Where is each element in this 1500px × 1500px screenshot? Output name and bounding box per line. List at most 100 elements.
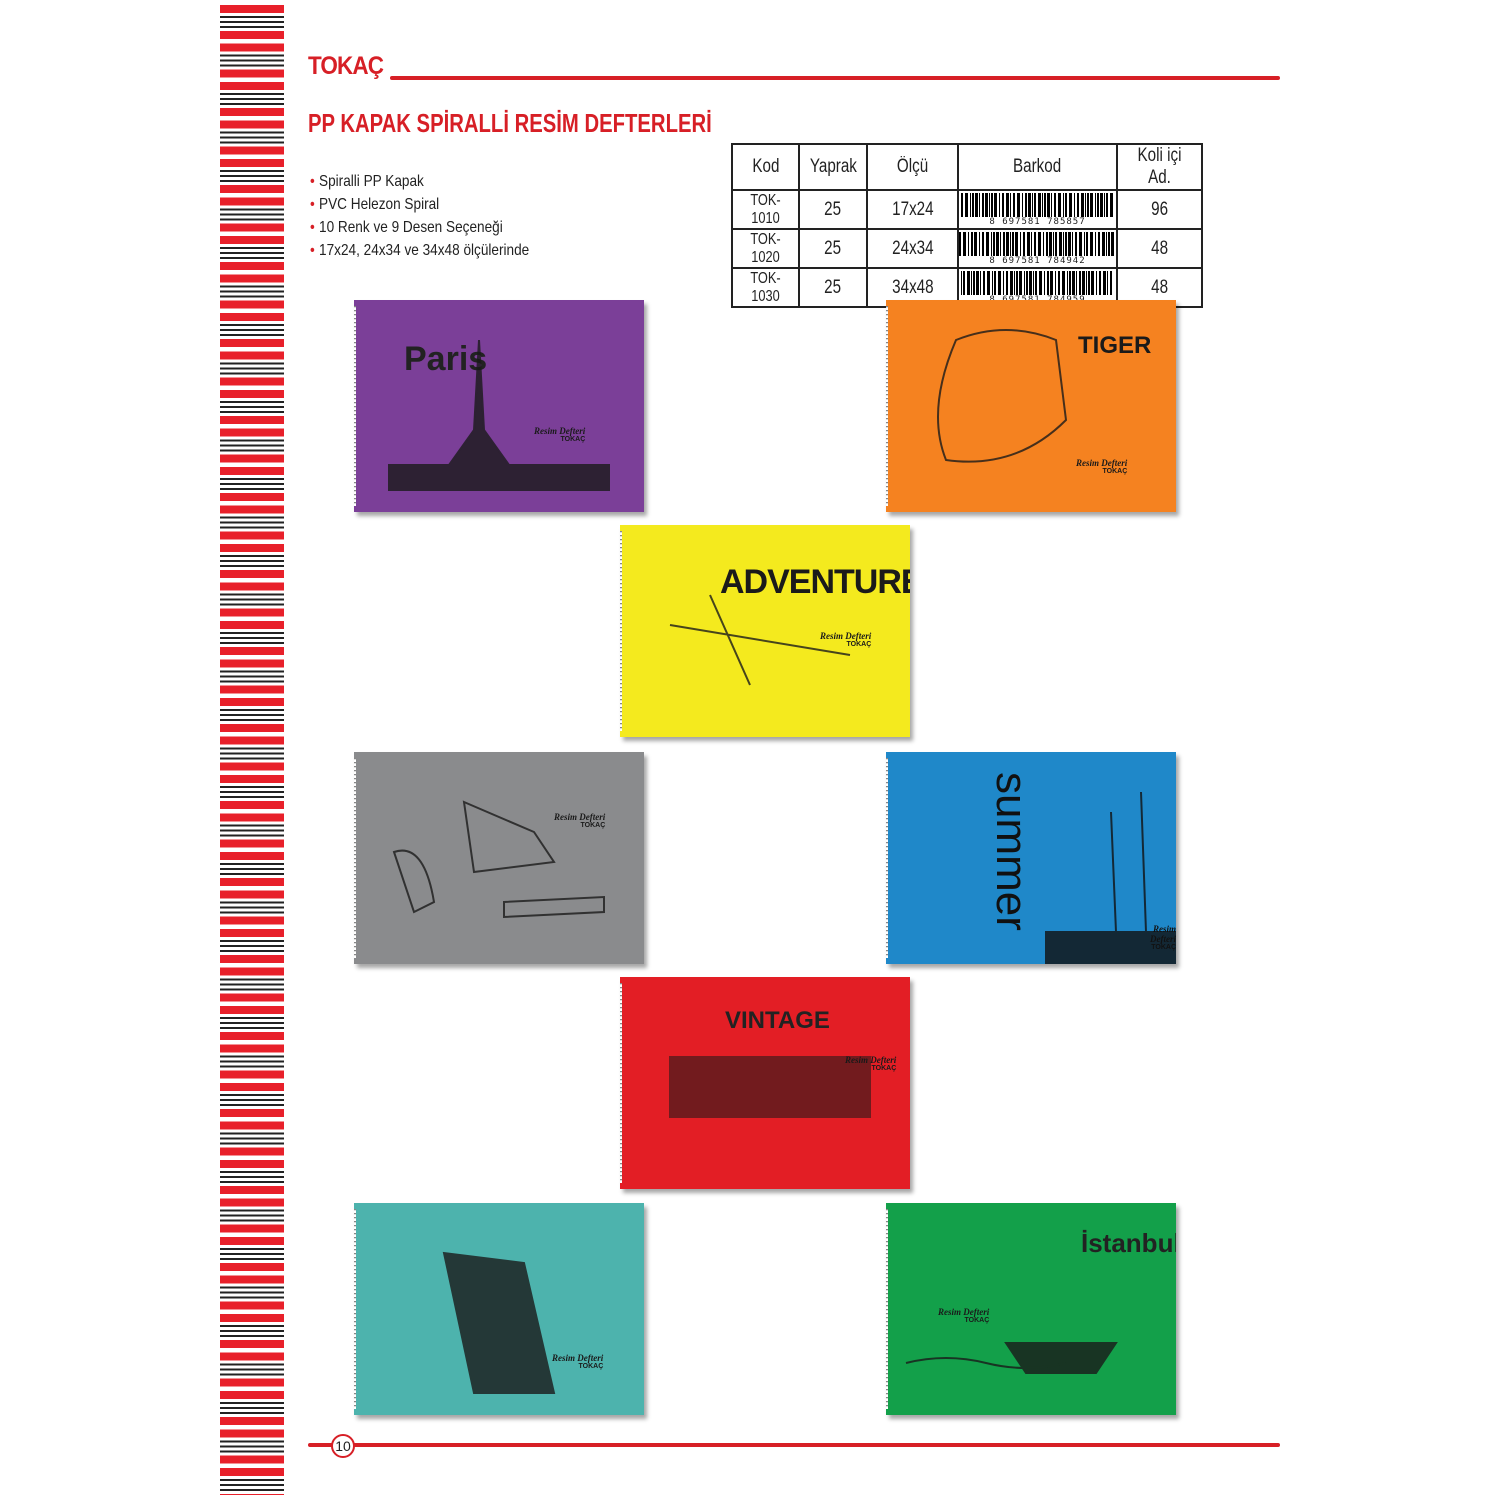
- barcode-bar: [1005, 192, 1009, 217]
- barcode: 8 697581 785857: [959, 192, 1116, 227]
- barcode-bar: [981, 192, 984, 217]
- barcode-bar: [1055, 270, 1056, 295]
- barcode-bar: [1014, 270, 1015, 295]
- barcode-bar: [987, 270, 990, 295]
- barcode-bar: [1046, 231, 1048, 256]
- table-row: TOK-1010 25 17x24 8 697581 785857 96: [731, 189, 1203, 230]
- barcode-bar: [1086, 231, 1088, 256]
- barcode-bar: [993, 231, 995, 256]
- spiral-binding: [886, 758, 888, 958]
- barcode: 8 697581 784959: [959, 270, 1116, 305]
- barcode-bar: [1110, 270, 1112, 295]
- barcode-bar: [1082, 270, 1085, 295]
- feature-item: 10 Renk ve 9 Desen Seçeneği: [310, 216, 529, 239]
- barcode-bar: [1068, 231, 1071, 256]
- barcode-bar: [993, 192, 997, 217]
- barcode-bar: [979, 231, 980, 256]
- barcode-bar: [982, 231, 984, 256]
- barcode-bar: [971, 231, 973, 256]
- barcode-bar: [1086, 270, 1087, 295]
- barcode-bar: [990, 192, 993, 217]
- cover-brand: TOKAÇ: [578, 1363, 604, 1370]
- barcode-bar: [1072, 270, 1075, 295]
- barcode-bar: [1001, 192, 1004, 217]
- header-barkod: Barkod: [957, 143, 1118, 191]
- barcode-bar: [1103, 192, 1105, 217]
- barcode-bar: [1029, 270, 1032, 295]
- table-row: TOK-1020 25 24x34 8 697581 784942 48: [731, 228, 1203, 269]
- notebook-istanbul: İstanbul Resim Defteri TOKAÇ: [886, 1203, 1176, 1415]
- barcode-bar: [1044, 270, 1045, 295]
- barcode-bar: [968, 231, 969, 256]
- barcode-bar: [1003, 231, 1005, 256]
- barcode-bar: [1024, 192, 1027, 217]
- barcode-bar: [963, 231, 966, 256]
- barcode-bar: [974, 231, 977, 256]
- cover-illustration: [669, 1056, 871, 1118]
- cell-olcu: 34x48: [891, 276, 934, 298]
- barcode-bar: [1076, 192, 1079, 217]
- barcode-bar: [1096, 192, 1099, 217]
- barcode-bar: [1047, 270, 1049, 295]
- barcode-bar: [1058, 270, 1060, 295]
- barcode-bar: [1062, 192, 1064, 217]
- barcode-bar: [986, 231, 989, 256]
- barcode-bar: [1069, 270, 1071, 295]
- barcode-bar: [1062, 270, 1065, 295]
- barcode-bar: [1050, 270, 1053, 295]
- barcode-bar: [969, 192, 971, 217]
- cover-label: Resim Defteri: [552, 1353, 604, 1363]
- barcode-bar: [963, 270, 965, 295]
- barcode-bar: [1107, 270, 1108, 295]
- barcode-bar: [1037, 192, 1041, 217]
- feature-list: Spiralli PP Kapak PVC Helezon Spiral 10 …: [310, 170, 529, 262]
- barcode-bar: [1000, 231, 1001, 256]
- barcode-bar: [1050, 192, 1052, 217]
- barcode-bar: [1016, 270, 1018, 295]
- barcode-bar: [959, 231, 961, 256]
- barcode-number: 8 697581 784942: [989, 255, 1086, 266]
- barcode-bar: [1108, 231, 1110, 256]
- barcode: 8 697581 784942: [959, 231, 1116, 266]
- barcode-bar: [1015, 231, 1018, 256]
- barcode-bar: [1076, 270, 1077, 295]
- barcode-bar: [1027, 231, 1030, 256]
- cover-illustration: [388, 339, 610, 491]
- barcode-bar: [1086, 192, 1089, 217]
- barcode-bar: [1012, 192, 1015, 217]
- barcode-bar: [1033, 192, 1036, 217]
- barcode-bar: [1034, 231, 1036, 256]
- cover-brand: TOKAÇ: [846, 641, 872, 648]
- cell-kod: TOK-1010: [750, 191, 781, 227]
- spiral-binding: [620, 531, 622, 731]
- page-title: PP KAPAK SPİRALLİ RESİM DEFTERLERİ: [308, 108, 712, 138]
- barcode-bar: [1010, 270, 1013, 295]
- barcode-bar: [1091, 270, 1094, 295]
- cover-title: ADVENTURE: [720, 563, 910, 601]
- barcode-bar: [1031, 231, 1032, 256]
- cover-illustration: [1045, 791, 1176, 964]
- cell-koli: 96: [1151, 198, 1168, 220]
- barcode-bar: [1053, 231, 1054, 256]
- barcode-bar: [1021, 192, 1023, 217]
- cover-title: İstanbul: [1081, 1228, 1176, 1258]
- barcode-bar: [998, 270, 1001, 295]
- barcode-bar: [1106, 231, 1107, 256]
- barcode-bar: [1031, 192, 1033, 217]
- barcode-bar: [1043, 231, 1044, 256]
- barcode-bar: [1009, 192, 1011, 217]
- barcode-bar: [983, 270, 985, 295]
- barcode-bar: [994, 270, 996, 295]
- barcode-bar: [1023, 231, 1025, 256]
- barcode-bar: [1099, 192, 1103, 217]
- barcode-bar: [1012, 231, 1014, 256]
- barcode-bar: [996, 231, 999, 256]
- spiral-binding: [886, 306, 888, 506]
- barcode-bar: [980, 270, 981, 295]
- spiral-binding: [354, 306, 356, 506]
- barcode-bar: [974, 192, 978, 217]
- barcode-number: 8 697581 784959: [989, 295, 1085, 305]
- barcode-bar: [1059, 231, 1062, 256]
- page-number: 10: [331, 1434, 355, 1458]
